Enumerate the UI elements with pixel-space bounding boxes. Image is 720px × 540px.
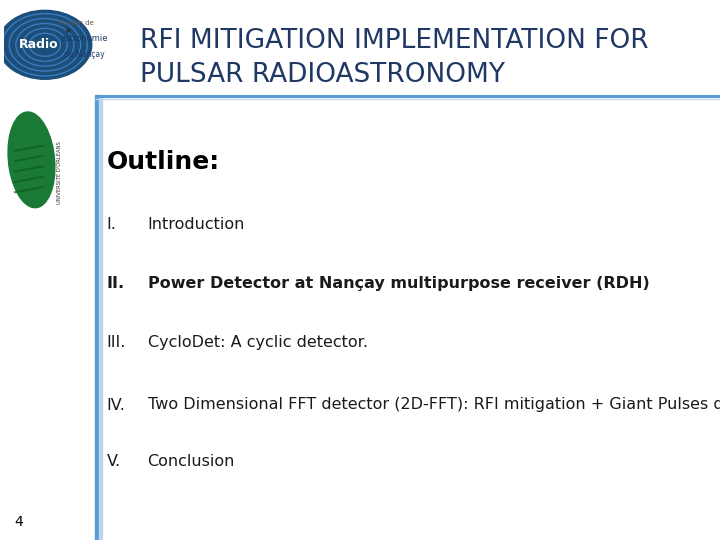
Text: astronomie: astronomie [60,33,108,43]
Text: IV.: IV. [107,397,125,413]
Text: 4: 4 [14,515,23,529]
Text: Two Dimensional FFT detector (2D-FFT): RFI mitigation + Giant Pulses detection: Two Dimensional FFT detector (2D-FFT): R… [148,397,720,413]
Text: PULSAR RADIOASTRONOMY: PULSAR RADIOASTRONOMY [140,62,505,87]
Circle shape [0,10,91,79]
Text: Station de: Station de [58,21,94,26]
Bar [99,95,102,540]
Text: CycloDet: A cyclic detector.: CycloDet: A cyclic detector. [148,335,368,350]
Text: I.: I. [107,217,117,232]
Text: Conclusion: Conclusion [148,454,235,469]
Text: RFI MITIGATION IMPLEMENTATION FOR: RFI MITIGATION IMPLEMENTATION FOR [140,28,649,53]
Bar [0,0,720,100]
Text: II.: II. [107,276,125,291]
Text: Introduction: Introduction [148,217,245,232]
Text: UNIVERSITÉ D'ORLÉANS: UNIVERSITÉ D'ORLÉANS [57,141,62,204]
Text: Outline:: Outline: [107,150,220,174]
Text: de Nançay: de Nançay [63,50,104,59]
Ellipse shape [8,112,55,208]
Text: Power Detector at Nançay multipurpose receiver (RDH): Power Detector at Nançay multipurpose re… [148,276,649,291]
Text: III.: III. [107,335,126,350]
Text: V.: V. [107,454,121,469]
Text: Radio: Radio [19,38,58,51]
Bar [95,95,99,540]
